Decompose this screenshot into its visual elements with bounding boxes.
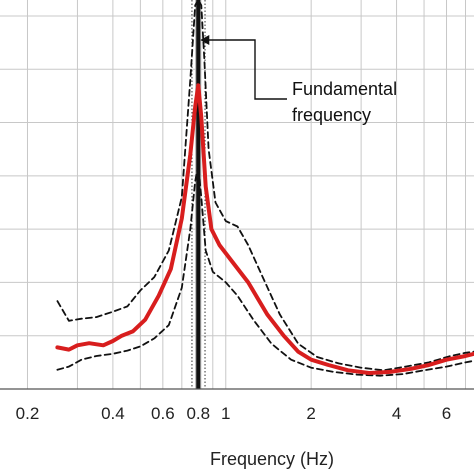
mean-series-line <box>55 83 474 375</box>
lower-bound-series-line <box>56 164 474 377</box>
series-group <box>55 0 474 377</box>
x-tick-label: 0.4 <box>101 404 125 423</box>
fundamental-frequency-band <box>191 0 206 389</box>
annotation-leader-line <box>206 39 287 100</box>
x-tick-label: 1 <box>221 404 230 423</box>
fundamental-frequency-annotation: Fundamental frequency <box>200 35 397 125</box>
upper-bound-series-line <box>56 0 474 372</box>
annotation-arrowhead <box>200 35 210 45</box>
x-axis-title: Frequency (Hz) <box>210 449 334 469</box>
annotation-line-1: Fundamental <box>292 79 397 99</box>
x-tick-label: 6 <box>442 404 451 423</box>
x-tick-label: 0.8 <box>186 404 210 423</box>
annotation-line-2: frequency <box>292 105 371 125</box>
grid <box>0 0 474 389</box>
x-tick-label: 0.6 <box>151 404 175 423</box>
x-tick-labels: 0.2 0.4 0.6 0.8 1 2 4 6 <box>16 404 452 423</box>
x-tick-label: 4 <box>392 404 401 423</box>
x-tick-label: 0.2 <box>16 404 40 423</box>
x-tick-label: 2 <box>306 404 315 423</box>
